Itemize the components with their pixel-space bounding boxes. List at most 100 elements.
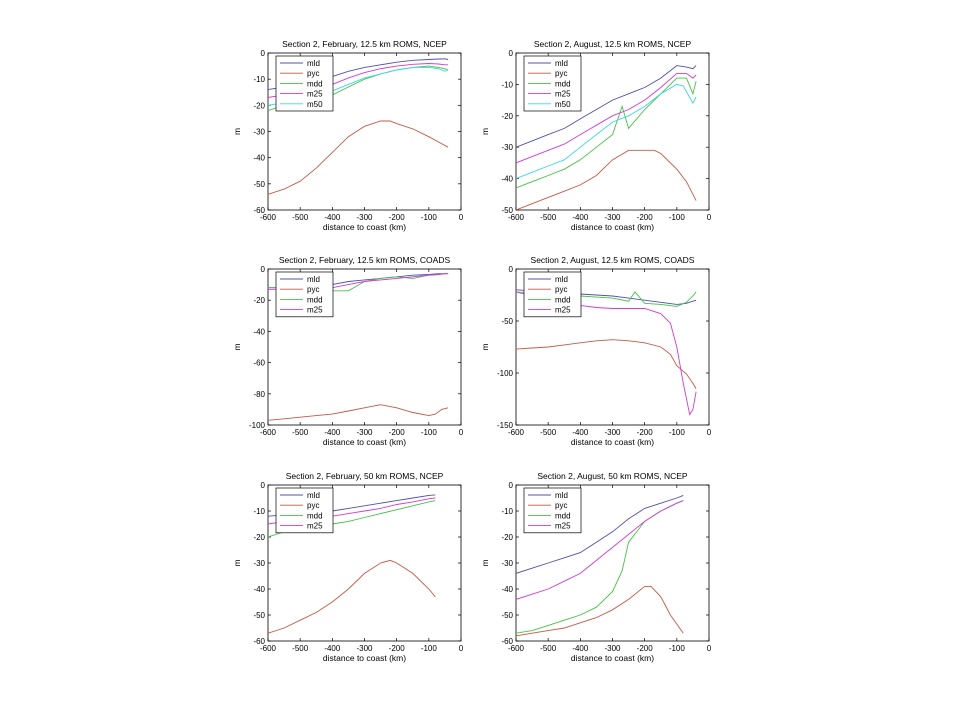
y-tick-label: -40 [501,585,513,594]
legend-label-mdd: mdd [555,295,571,304]
x-tick-label: -200 [389,644,406,653]
legend-label-m25: m25 [555,90,571,99]
x-tick-label: 0 [459,644,464,653]
series-line-mld [516,65,697,148]
legend-label-pyc: pyc [307,69,319,78]
chart-panel-4: Section 2, August, 12.5 km ROMS, COADS -6… [480,255,712,447]
legend-label-m25: m25 [555,306,571,315]
x-tick-label: -200 [637,644,654,653]
series-line-m50 [516,83,697,180]
x-axis-label: distance to coast (km) [571,437,654,447]
legend-label-mld: mld [307,59,320,68]
y-tick-label: 0 [261,481,266,490]
y-tick-label: -20 [501,533,513,542]
legend-label-pyc: pyc [555,285,567,294]
series-line-pyc [268,404,449,421]
legend-label-mld: mld [307,275,320,284]
y-tick-label: 0 [509,481,514,490]
series-line-m25 [516,500,684,600]
y-tick-label: -100 [497,369,514,378]
chart-title: Section 2, February, 12.5 km ROMS, NCEP [282,39,447,49]
legend-label-m50: m50 [555,100,571,109]
legend-label-mdd: mdd [555,511,571,520]
legend-label-m50: m50 [307,100,323,109]
legend-label-pyc: pyc [307,285,319,294]
legend-label-mld: mld [555,275,568,284]
x-axis-label: distance to coast (km) [571,222,654,232]
x-tick-label: -300 [356,644,373,653]
y-tick-label: -40 [253,154,265,163]
series-line-mdd [516,77,697,189]
legend-label-pyc: pyc [555,501,567,510]
x-tick-label: -300 [604,428,621,437]
x-tick-label: 0 [459,213,464,222]
y-tick-label: -40 [253,585,265,594]
x-tick-label: -400 [324,428,341,437]
y-axis-label: m [480,128,490,135]
x-tick-label: -600 [260,213,277,222]
y-tick-label: -20 [501,112,513,121]
x-axis-label: distance to coast (km) [323,437,406,447]
x-tick-label: -500 [540,428,557,437]
x-tick-label: -100 [421,428,438,437]
x-tick-label: -600 [508,213,525,222]
x-tick-label: -300 [356,428,373,437]
y-tick-label: -80 [253,390,265,399]
series-line-pyc [516,339,697,389]
y-axis-label: m [480,559,490,566]
y-axis-label: m [232,343,242,350]
x-tick-label: 0 [707,428,712,437]
y-tick-label: -100 [249,421,266,430]
x-tick-label: -500 [292,428,309,437]
y-tick-label: -10 [253,507,265,516]
x-tick-label: -400 [324,213,341,222]
x-tick-label: -400 [572,213,589,222]
y-axis-label: m [232,559,242,566]
series-line-pyc [516,149,697,210]
x-tick-label: 0 [707,644,712,653]
x-tick-label: 0 [707,213,712,222]
chart-panel-5: Section 2, February, 50 km ROMS, NCEP -60… [232,471,464,663]
y-tick-label: -150 [497,421,514,430]
y-tick-label: -50 [253,180,265,189]
legend-label-mld: mld [307,491,320,500]
legend-label-mdd: mdd [307,511,323,520]
y-tick-label: -30 [501,559,513,568]
y-tick-label: -60 [501,637,513,646]
chart-panel-1: Section 2, February, 12.5 km ROMS, NCEP -… [232,39,464,232]
legend-label-m25: m25 [555,522,571,531]
x-tick-label: -500 [540,213,557,222]
legend-label-mdd: mdd [555,79,571,88]
y-tick-label: -50 [253,611,265,620]
x-tick-label: -200 [637,213,654,222]
chart-panel-2: Section 2, August, 12.5 km ROMS, NCEP -60… [480,39,712,232]
y-tick-label: -60 [253,359,265,368]
y-tick-label: -20 [253,101,265,110]
y-tick-label: -50 [501,317,513,326]
y-tick-label: -50 [501,206,513,215]
y-tick-label: -10 [253,75,265,84]
chart-panel-3: Section 2, February, 12.5 km ROMS, COADS… [232,255,464,447]
x-tick-label: 0 [459,428,464,437]
y-tick-label: -60 [253,637,265,646]
y-tick-label: -10 [501,507,513,516]
x-tick-label: -100 [669,644,686,653]
x-tick-label: -600 [260,428,277,437]
series-line-pyc [268,559,436,634]
series-line-m25 [516,72,697,164]
x-tick-label: -500 [292,213,309,222]
legend-label-pyc: pyc [555,69,567,78]
x-tick-label: -300 [604,213,621,222]
x-tick-label: -100 [421,213,438,222]
y-tick-label: 0 [509,265,514,274]
chart-panel-6: Section 2, August, 50 km ROMS, NCEP-600-… [480,471,712,663]
legend-label-mld: mld [555,491,568,500]
y-tick-label: -30 [253,128,265,137]
series-line-pyc [516,585,684,637]
legend-label-m25: m25 [307,522,323,531]
y-tick-label: -50 [501,611,513,620]
x-tick-label: -600 [260,644,277,653]
x-tick-label: -100 [669,428,686,437]
x-axis-label: distance to coast (km) [323,222,406,232]
